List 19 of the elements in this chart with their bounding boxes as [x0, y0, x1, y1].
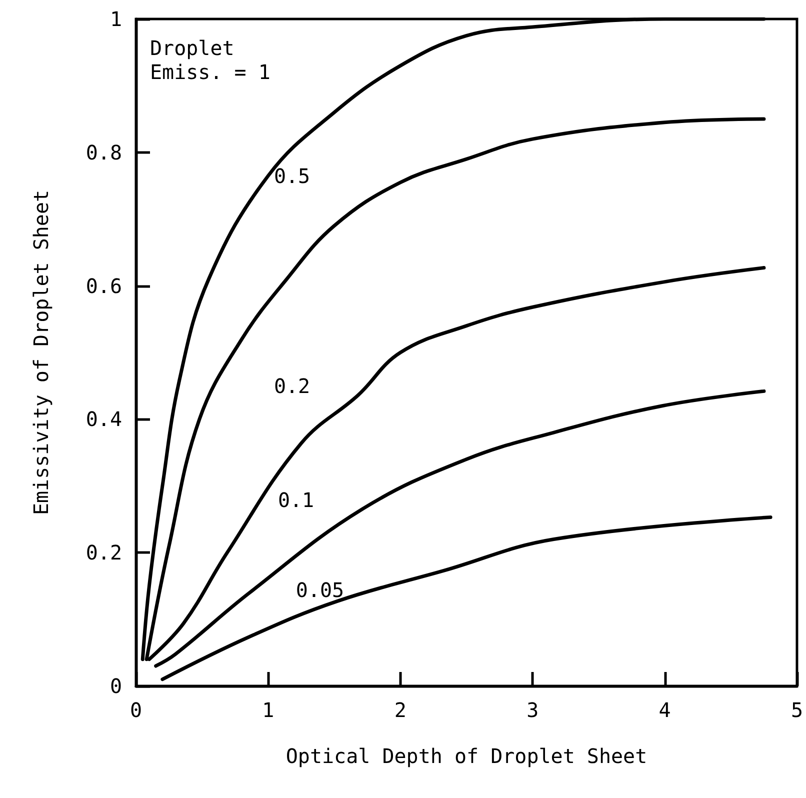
x-tick-label: 1: [262, 698, 274, 722]
annotation: 0.2: [274, 374, 310, 398]
x-tick-label: 0: [130, 698, 142, 722]
annotation: Droplet Emiss. = 1: [150, 36, 270, 84]
y-tick-label: 0: [110, 674, 122, 698]
y-axis-title: Emissivity of Droplet Sheet: [29, 190, 53, 516]
y-tick-label: 1: [110, 7, 122, 31]
y-tick-label: 0.4: [86, 407, 122, 432]
x-tick-label: 4: [658, 698, 671, 722]
y-tick-label: 0.6: [86, 274, 122, 298]
x-tick-label: 2: [394, 698, 406, 722]
y-tick-label: 0.2: [86, 540, 122, 565]
y-tick-label: 0.8: [86, 140, 122, 164]
annotation: 0.05: [296, 578, 344, 602]
annotation: 0.1: [278, 488, 314, 512]
x-tick-label: 5: [790, 698, 804, 722]
annotation: 0.5: [274, 164, 310, 188]
x-tick-label: 3: [526, 698, 539, 722]
x-axis-title: Optical Depth of Droplet Sheet: [286, 744, 648, 768]
